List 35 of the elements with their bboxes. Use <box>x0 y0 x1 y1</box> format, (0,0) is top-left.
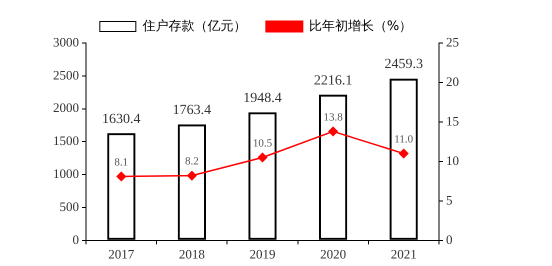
point <box>328 126 338 136</box>
data-label: 13.8 <box>323 111 344 124</box>
data-label: 1630.4 <box>102 112 141 127</box>
x-tick-label: 2017 <box>108 246 135 262</box>
y-tick-label: 3000 <box>53 34 79 50</box>
y-tick-label: 1500 <box>53 133 79 148</box>
data-label: 11.0 <box>394 133 414 146</box>
y-tick-label: 0 <box>72 232 79 247</box>
y2-tick-label: 25 <box>446 34 459 50</box>
point <box>116 172 126 182</box>
data-label: 1948.4 <box>243 90 282 106</box>
point <box>187 170 197 180</box>
y2-tick-label: 0 <box>446 232 452 247</box>
y-tick-label: 500 <box>60 198 79 214</box>
x-tick-label: 2019 <box>250 246 276 262</box>
point <box>258 152 268 162</box>
y2-tick-label: 20 <box>446 74 459 89</box>
y-tick-label: 2500 <box>53 67 79 82</box>
legend-label: 比年初增长（%） <box>308 18 412 34</box>
data-label: 1763.4 <box>172 103 212 118</box>
data-label: 10.5 <box>252 137 273 150</box>
x-tick-label: 2018 <box>178 246 205 262</box>
point <box>398 148 408 158</box>
data-label: 2459.3 <box>384 57 423 72</box>
y-tick-label: 1000 <box>53 166 79 182</box>
data-label: 2216.1 <box>314 73 352 88</box>
x-tick-label: 2021 <box>390 246 417 262</box>
y2-tick-label: 5 <box>446 192 452 208</box>
data-label: 8.1 <box>114 156 128 168</box>
data-label: 8.2 <box>185 156 199 168</box>
y2-tick-label: 10 <box>446 152 459 168</box>
x-tick-label: 2020 <box>320 246 346 262</box>
y2-tick-label: 15 <box>446 113 459 128</box>
y-tick-label: 2000 <box>53 100 79 116</box>
legend-label: 住户存款（亿元） <box>141 18 246 34</box>
